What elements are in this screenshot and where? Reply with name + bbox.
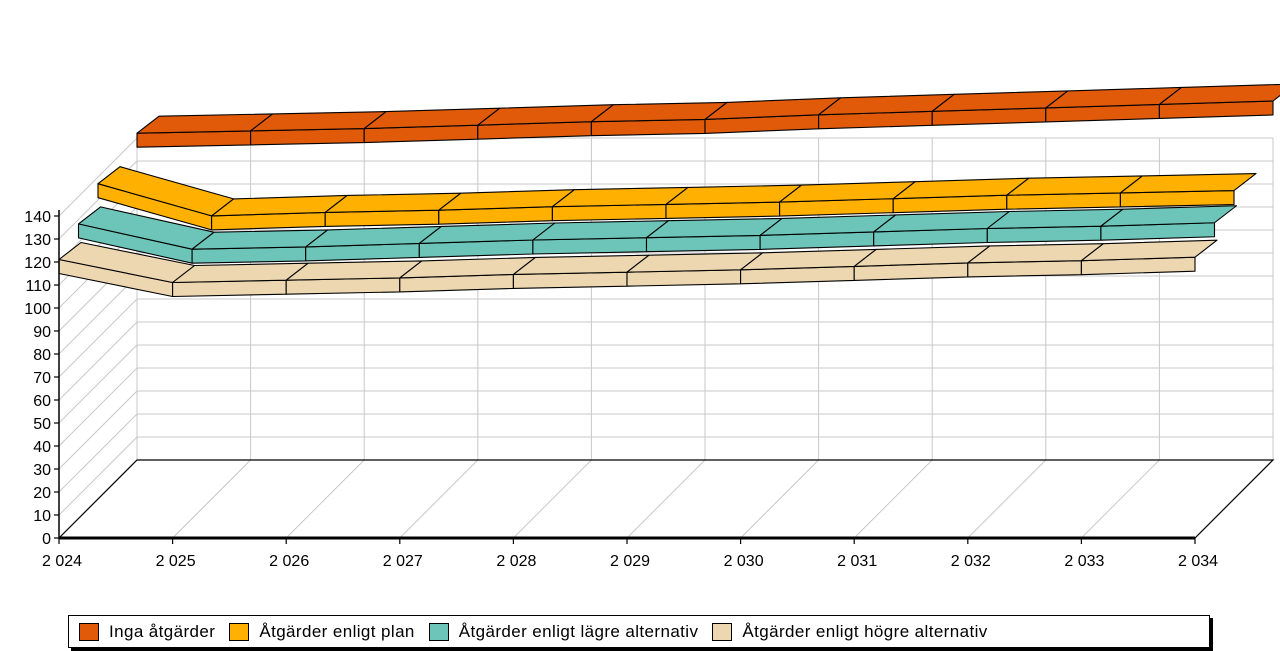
gridline-diagonal (58, 321, 138, 401)
gridline-floor (853, 459, 933, 539)
legend-swatch-plan (229, 622, 250, 641)
x-tick-label: 2 029 (610, 553, 650, 570)
y-tick-label: 100 (24, 301, 51, 318)
legend-label: Åtgärder enligt lägre alternativ (458, 621, 699, 641)
series-top (1100, 205, 1238, 227)
y-tick-label: 140 (24, 209, 51, 226)
gridline-floor (172, 459, 251, 539)
x-tick-label: 2 027 (383, 553, 423, 570)
gridline-diagonal (58, 413, 138, 493)
y-tick-label: 10 (33, 508, 51, 525)
x-tick-label: 2 033 (1064, 553, 1104, 570)
axes: 0 10 20 30 40 50 60 70 80 90 100 110 120 130 140 2 024 2… (24, 209, 1218, 570)
gridline-diagonal (58, 298, 138, 378)
y-tick-label: 120 (24, 255, 51, 272)
legend-item-hogre: Åtgärder enligt högre alternativ (712, 622, 987, 642)
gridline-floor (399, 459, 479, 539)
chart: 0 10 20 30 40 50 60 70 80 90 100 110 120 130 140 2 024 2… (24, 83, 1280, 570)
series-1 (97, 166, 1257, 231)
x-tick-label: 2 031 (837, 553, 877, 570)
x-tick-label: 2 024 (42, 553, 82, 570)
series-2 (77, 205, 1238, 264)
gridline-floor (740, 459, 819, 539)
x-tick-label: 2 025 (156, 553, 196, 570)
gridline-floor (626, 459, 706, 539)
y-tick-label: 130 (24, 232, 51, 249)
legend-swatch-lagre (428, 622, 449, 641)
legend-label: Åtgärder enligt högre alternativ (742, 621, 988, 641)
x-tick-label: 2 028 (496, 553, 536, 570)
legend-swatch-hogre (712, 622, 733, 641)
gridline-floor (1081, 459, 1160, 539)
gridline-diagonal (58, 367, 138, 447)
x-tick-label: 2 034 (1178, 553, 1218, 570)
gridline-diagonal (58, 137, 138, 217)
series-layer (58, 83, 1280, 298)
y-tick-label: 20 (33, 485, 51, 502)
gridline-diagonal (58, 390, 138, 470)
gridline-floor (285, 459, 365, 539)
series-0 (136, 83, 1280, 148)
x-tick-label: 2 030 (724, 553, 764, 570)
y-tick-label: 70 (33, 370, 51, 387)
y-tick-label: 0 (42, 531, 51, 548)
series-top (1158, 83, 1280, 105)
y-tick-label: 90 (33, 324, 51, 341)
legend-label: Åtgärder enligt plan (259, 621, 415, 641)
legend-item-inga: Inga åtgärder (79, 622, 215, 642)
gridline-diagonal (58, 275, 138, 355)
x-tick-label: 2 032 (951, 553, 991, 570)
gridline-diagonal (58, 344, 138, 424)
series-top (1080, 239, 1218, 262)
y-tick-label: 50 (33, 416, 51, 433)
legend-label: Inga åtgärder (109, 621, 216, 641)
legend-swatch-inga (79, 622, 99, 641)
gridline-diagonal (58, 436, 138, 516)
legend-item-plan: Åtgärder enligt plan (229, 622, 414, 642)
gridline-floor (967, 459, 1047, 539)
x-tick-label: 2 026 (269, 553, 309, 570)
y-tick-label: 30 (33, 462, 51, 479)
series-top (1119, 173, 1257, 194)
gridline-floor (513, 459, 592, 539)
y-tick-label: 110 (25, 278, 51, 295)
legend: Inga åtgärder Åtgärder enligt plan Åtgär… (68, 615, 1210, 648)
legend-item-lagre: Åtgärder enligt lägre alternativ (428, 621, 699, 642)
y-tick-label: 40 (33, 439, 51, 456)
y-tick-label: 60 (33, 393, 51, 410)
series-3 (58, 239, 1218, 298)
y-tick-label: 80 (33, 347, 51, 364)
